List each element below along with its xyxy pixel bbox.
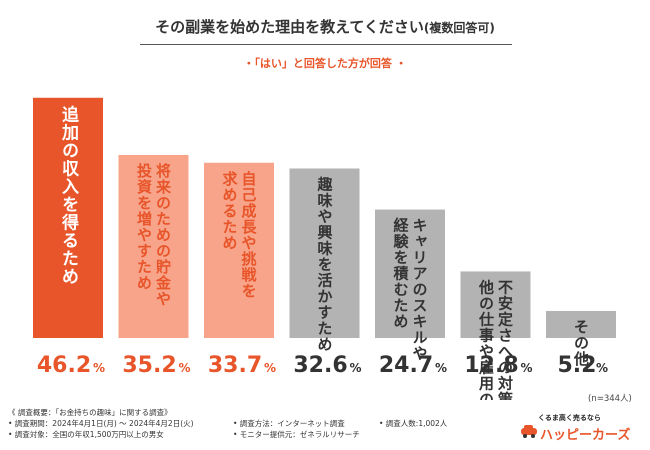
survey-notes: 《 調査概要：「お金持ちの趣味」に関する調査》 • 調査期間：2024年4月1日… — [8, 407, 194, 440]
value-label-2: 35.2 — [122, 353, 176, 378]
survey-period: • 調査期間：2024年4月1日(月) 〜 2024年4月2日(火) — [8, 419, 194, 428]
bar-label-5-1: キャリアのスキルや — [411, 218, 429, 362]
bar-2 — [118, 154, 189, 338]
value-unit-7: % — [596, 361, 608, 375]
bar-label-2-1: 将来のための貯金や — [154, 162, 172, 307]
bar-3 — [204, 162, 274, 338]
brand-logo[interactable]: くるま高く売るなら ハッピーカーズ — [520, 413, 642, 443]
logo-tagline: くるま高く売るなら — [538, 414, 601, 422]
value-label-7: 5.2 — [558, 353, 597, 378]
bar-label-5-2: 経験を積むため — [392, 217, 410, 330]
chart-title: その副業を始めた理由を教えてください(複数回答可) — [0, 16, 650, 37]
value-label-3: 33.7 — [208, 353, 262, 378]
value-unit-1: % — [93, 361, 105, 375]
value-label-5: 24.7 — [379, 353, 433, 378]
bar-1 — [33, 97, 103, 338]
value-unit-6: % — [521, 361, 533, 375]
chart-title-suffix: (複数回答可) — [423, 21, 495, 35]
logo-name: ハッピーカーズ — [540, 428, 631, 443]
value-label-4: 32.6 — [293, 353, 347, 378]
bar-7 — [546, 310, 616, 338]
bar-4 — [289, 168, 360, 338]
bar-5 — [375, 209, 445, 338]
bar-6 — [460, 271, 531, 338]
survey-respondents: • 調査人数:1,002人 — [379, 419, 448, 428]
value-unit-2: % — [179, 361, 191, 375]
value-unit-5: % — [435, 361, 447, 375]
value-unit-3: % — [264, 361, 276, 375]
bar-label-3-2: 求めるため — [221, 170, 239, 251]
chart-title-main: その副業を始めた理由を教えてください — [155, 18, 424, 36]
value-label-6: 12.8 — [464, 353, 518, 378]
title-divider — [140, 44, 512, 45]
survey-method: • 調査方法：インターネット調査 — [233, 419, 345, 428]
survey-provider: • モニター提供元：ゼネラルリサーチ — [233, 430, 360, 439]
chart-subtitle: ・「はい」と回答した方が回答 ・ — [243, 57, 407, 70]
bar-label-6-1: 不安定さへの対策として — [496, 279, 514, 400]
bar-label-7: その他 — [572, 319, 590, 367]
bar-label-3-1: 自己成長や挑戦を — [240, 170, 258, 299]
survey-overview: 《 調査概要：「お金持ちの趣味」に関する調査》 — [8, 408, 172, 417]
value-unit-4: % — [350, 361, 362, 375]
bar-label-4: 趣味や興味を活かすため — [316, 176, 334, 353]
survey-target: • 調査対象：全国の年収1,500万円以上の男女 — [8, 430, 164, 439]
car-icon — [521, 425, 537, 438]
sample-size: (n=344人) — [588, 394, 632, 404]
survey-notes-2: • 調査方法：インターネット調査 • モニター提供元：ゼネラルリサーチ — [233, 418, 360, 440]
bar-label-6-2: 他の仕事や雇用の — [477, 279, 495, 400]
bar-label-2-2: 投資を増やすため — [135, 162, 153, 291]
bar-label-1: 追加の収入を得るため — [58, 105, 80, 286]
value-label-1: 46.2 — [37, 353, 91, 378]
